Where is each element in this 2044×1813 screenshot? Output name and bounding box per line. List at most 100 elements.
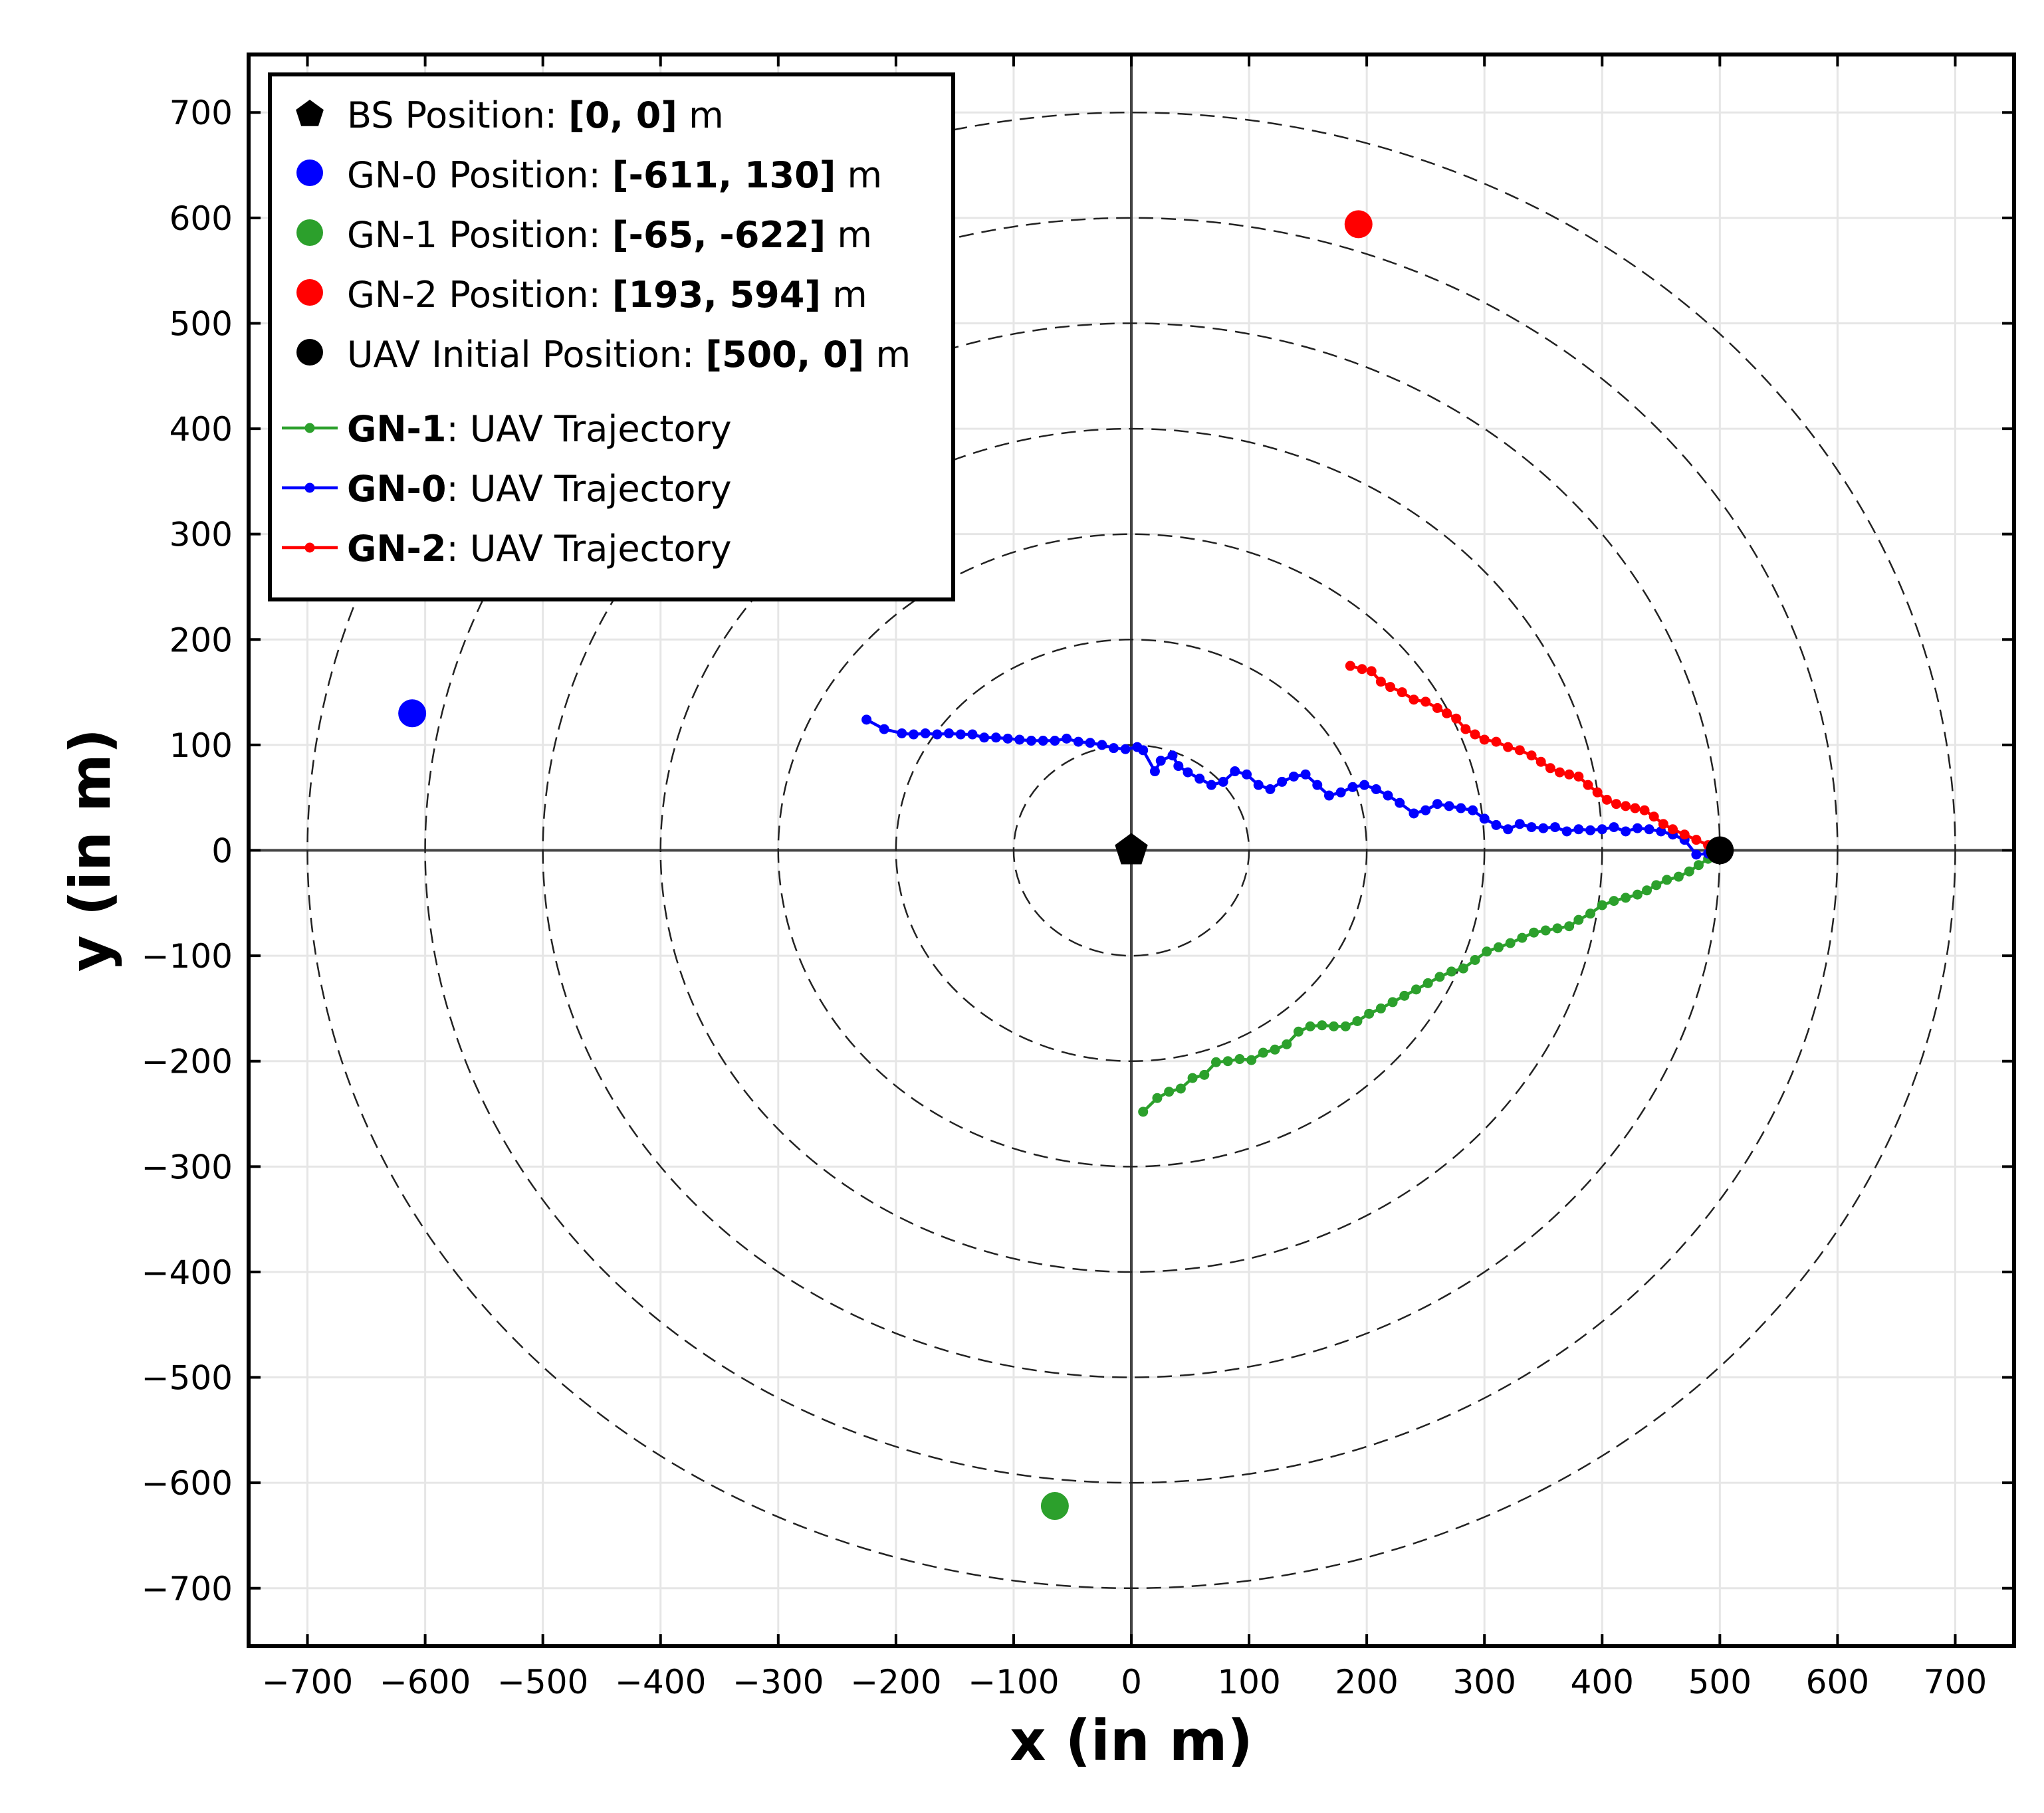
trajectory-point bbox=[1601, 794, 1612, 805]
trajectory-point bbox=[1300, 769, 1311, 780]
legend-position-text: BS Position: [0, 0] m bbox=[347, 94, 724, 136]
x-tick-label: 400 bbox=[1571, 1663, 1634, 1701]
position-marker bbox=[1344, 210, 1373, 239]
trajectory-point bbox=[1592, 787, 1603, 798]
legend-box bbox=[268, 72, 955, 601]
position-markers bbox=[398, 210, 1734, 1521]
trajectory-point bbox=[1218, 776, 1228, 787]
trajectory-point bbox=[1132, 742, 1143, 752]
trajectory-point bbox=[1420, 805, 1431, 815]
trajectory-point bbox=[1206, 780, 1216, 790]
x-axis-title: x (in m) bbox=[1010, 1708, 1253, 1773]
trajectory-point bbox=[1691, 849, 1702, 860]
trajectory-point bbox=[1167, 750, 1178, 761]
trajectory-point bbox=[879, 724, 889, 734]
trajectory-point bbox=[1535, 756, 1546, 767]
trajectory-point bbox=[1514, 819, 1525, 829]
x-tick-label: −700 bbox=[262, 1663, 353, 1701]
trajectory-point bbox=[1085, 738, 1095, 748]
trajectory-point bbox=[1552, 923, 1563, 934]
legend-line-point bbox=[304, 482, 315, 493]
trajectory-point bbox=[1422, 978, 1433, 988]
trajectory-point bbox=[1357, 664, 1367, 675]
trajectory-point bbox=[1222, 1056, 1233, 1067]
trajectory-point bbox=[1503, 742, 1514, 752]
y-tick-label: −700 bbox=[142, 1570, 233, 1608]
trajectory-point bbox=[1371, 784, 1381, 795]
trajectory-point bbox=[1014, 734, 1025, 745]
trajectory-point bbox=[1609, 822, 1619, 833]
legend-circle-marker bbox=[296, 279, 323, 306]
trajectory-point bbox=[1097, 740, 1107, 750]
trajectory-point bbox=[979, 732, 990, 743]
y-tick-label: 100 bbox=[170, 726, 233, 765]
position-marker bbox=[1040, 1492, 1069, 1521]
trajectory-point bbox=[1347, 782, 1358, 792]
x-tick-label: 500 bbox=[1688, 1663, 1752, 1701]
trajectory-point bbox=[1648, 811, 1659, 822]
trajectory-point bbox=[1493, 942, 1504, 952]
trajectory-point bbox=[1317, 1020, 1327, 1031]
trajectory-point bbox=[1411, 984, 1422, 995]
trajectory-point bbox=[1442, 708, 1452, 718]
trajectory-point bbox=[1573, 771, 1584, 782]
x-tick-label: 700 bbox=[1924, 1663, 1987, 1701]
trajectory-point bbox=[1564, 921, 1575, 932]
trajectory-point bbox=[1277, 776, 1288, 787]
trajectory-point bbox=[1479, 734, 1490, 745]
trajectory-point bbox=[1432, 702, 1442, 713]
trajectory-point bbox=[1644, 824, 1654, 835]
legend-circle-marker bbox=[296, 219, 323, 246]
trajectory-point bbox=[1573, 914, 1584, 925]
trajectory-point bbox=[1312, 780, 1323, 790]
trajectory-point bbox=[1597, 900, 1607, 910]
range-circle bbox=[306, 111, 1956, 1590]
trajectory-point bbox=[1668, 824, 1678, 835]
trajectory-point bbox=[1340, 1021, 1351, 1031]
legend-position-text: GN-0 Position: [-611, 130] m bbox=[347, 154, 882, 196]
trajectory-point bbox=[1545, 763, 1555, 774]
trajectory-point bbox=[1684, 866, 1694, 877]
trajectory-point bbox=[1270, 1044, 1280, 1055]
trajectory-point bbox=[1491, 736, 1502, 747]
trajectory-point bbox=[1529, 927, 1539, 938]
trajectory-point bbox=[1691, 835, 1702, 845]
trajectory-point bbox=[1335, 787, 1346, 798]
legend-prefix: GN-0 Position: bbox=[347, 154, 612, 196]
trajectory-point bbox=[1679, 829, 1690, 840]
trajectory-point bbox=[1366, 666, 1377, 677]
legend-suffix: m bbox=[836, 154, 882, 196]
x-tick-label: 300 bbox=[1452, 1663, 1516, 1701]
y-tick-label: −400 bbox=[142, 1253, 233, 1292]
trajectory-point bbox=[1050, 736, 1060, 746]
trajectory-point bbox=[1149, 766, 1160, 777]
trajectory-point bbox=[1073, 736, 1083, 747]
y-tick-label: −300 bbox=[142, 1148, 233, 1186]
legend-position-text: GN-1 Position: [-65, -622] m bbox=[347, 214, 872, 256]
legend-series-text: GN-2: UAV Trajectory bbox=[347, 528, 732, 570]
trajectory-point bbox=[1108, 743, 1119, 754]
trajectory-point bbox=[1460, 724, 1471, 734]
legend-line-point bbox=[304, 423, 315, 433]
trajectory-point bbox=[1409, 808, 1419, 819]
y-tick-label: −600 bbox=[142, 1464, 233, 1503]
x-tick-label: −200 bbox=[850, 1663, 941, 1701]
x-tick-label: 200 bbox=[1335, 1663, 1398, 1701]
trajectory-point bbox=[1609, 896, 1619, 906]
trajectory-point bbox=[967, 729, 978, 740]
legend-series-suffix: : UAV Trajectory bbox=[447, 468, 732, 510]
trajectory-point bbox=[1399, 990, 1410, 1001]
trajectory-point bbox=[1693, 860, 1704, 871]
legend-series-name: GN-1 bbox=[347, 408, 447, 450]
trajectory-point bbox=[1305, 1021, 1315, 1031]
legend-value: [500, 0] bbox=[705, 334, 864, 375]
trajectory-point bbox=[908, 729, 919, 740]
trajectory-point bbox=[1651, 880, 1662, 891]
trajectory-point bbox=[990, 732, 1001, 743]
plot-frame bbox=[247, 53, 2016, 1648]
trajectory-point bbox=[1293, 1026, 1304, 1037]
trajectory-point bbox=[1491, 819, 1502, 830]
position-marker bbox=[1706, 836, 1734, 865]
trajectory-point bbox=[1397, 687, 1407, 698]
legend-value: [193, 594] bbox=[612, 274, 821, 316]
